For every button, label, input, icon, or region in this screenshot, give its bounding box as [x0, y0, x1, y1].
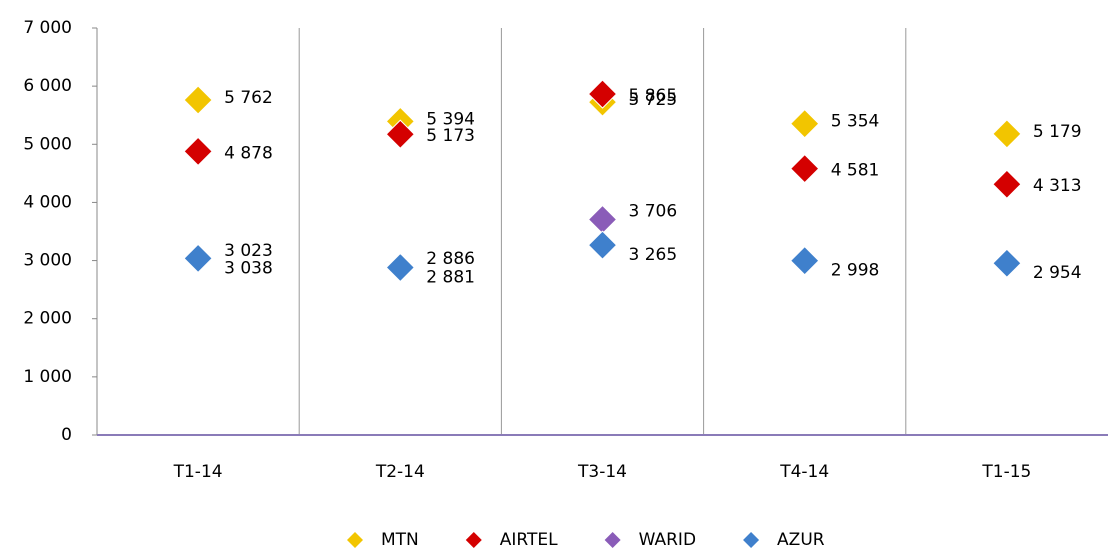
- value-label: 5 762: [224, 88, 273, 108]
- value-label: 5 725: [629, 90, 678, 110]
- value-label: 5 865: [629, 86, 678, 106]
- value-label: 5 394: [426, 109, 475, 129]
- value-label: 3 706: [629, 202, 678, 222]
- value-label: 3 023: [224, 241, 273, 261]
- y-tick-label: 2 000: [23, 309, 72, 329]
- marker: [992, 169, 1022, 199]
- legend-label: AIRTEL: [500, 530, 558, 548]
- value-label: 5 173: [426, 126, 475, 146]
- legend-label: WARID: [639, 530, 696, 548]
- marker: [587, 204, 618, 235]
- x-tick-label: T1-14: [173, 462, 223, 482]
- marker: [385, 119, 416, 149]
- legend-marker: [347, 532, 363, 548]
- marker: [183, 243, 213, 274]
- y-tick-label: 4 000: [23, 192, 72, 212]
- x-tick-label: T2-14: [375, 462, 425, 482]
- legend-label: AZUR: [777, 530, 825, 548]
- x-tick-label: T1-15: [981, 462, 1031, 482]
- y-tick-label: 7 000: [23, 18, 72, 38]
- legend-marker: [465, 532, 482, 548]
- marker: [992, 119, 1022, 149]
- value-label: 5 179: [1033, 122, 1082, 142]
- legend-marker: [743, 532, 760, 548]
- marker: [183, 136, 213, 167]
- value-label: 2 954: [1033, 263, 1082, 283]
- marker: [789, 245, 820, 276]
- value-label: 3 038: [224, 258, 273, 278]
- legend-marker: [604, 532, 621, 548]
- marker: [587, 79, 618, 109]
- value-label: 4 313: [1033, 176, 1082, 196]
- y-tick-label: 0: [61, 425, 72, 445]
- value-label: 2 886: [426, 249, 475, 269]
- value-label: 3 265: [629, 245, 678, 265]
- value-label: 2 998: [831, 261, 880, 281]
- marker: [789, 153, 820, 184]
- y-tick-label: 5 000: [23, 134, 72, 154]
- y-tick-label: 6 000: [23, 76, 72, 96]
- value-label: 5 354: [831, 112, 880, 132]
- marker: [183, 85, 213, 115]
- marker: [992, 248, 1022, 278]
- marker: [385, 252, 416, 283]
- value-label: 2 881: [426, 267, 475, 287]
- value-label: 4 581: [831, 161, 880, 181]
- x-tick-label: T4-14: [779, 462, 829, 482]
- x-tick-label: T3-14: [577, 462, 627, 482]
- legend-label: MTN: [381, 530, 419, 548]
- y-tick-label: 1 000: [23, 367, 72, 387]
- marker: [587, 230, 618, 260]
- value-label: 4 878: [224, 143, 273, 163]
- y-tick-label: 3 000: [23, 251, 72, 271]
- marker: [789, 108, 820, 139]
